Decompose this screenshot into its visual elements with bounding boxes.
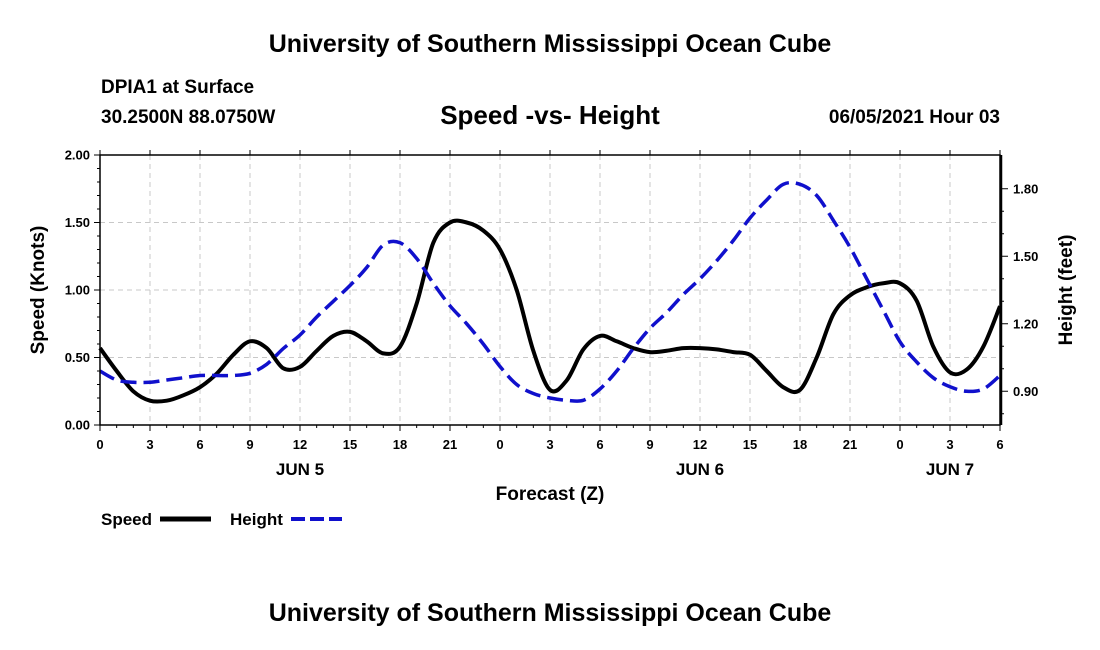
y-axis-right-label: Height (feet)	[1056, 235, 1077, 346]
x-tick-label: 15	[343, 437, 357, 452]
day-label: JUN 7	[926, 460, 974, 479]
y-axis-left-label: Speed (Knots)	[28, 226, 49, 355]
x-tick-label: 18	[393, 437, 407, 452]
x-tick-label: 15	[743, 437, 757, 452]
y-right-tick-label: 1.50	[1013, 249, 1038, 264]
x-axis-day-labels: JUN 5 JUN 6 JUN 7	[276, 460, 974, 479]
forecast-datetime: 06/05/2021 Hour 03	[828, 107, 1000, 128]
day-label: JUN 5	[276, 460, 324, 479]
x-tick-label: 0	[896, 437, 903, 452]
series-layer	[98, 180, 1002, 404]
left-axis-ticks: 0.00 0.50 1.00 1.50 2.00	[65, 148, 100, 433]
x-tick-label: 3	[546, 437, 553, 452]
x-tick-label: 18	[793, 437, 807, 452]
y-left-tick-label: 1.00	[65, 283, 90, 298]
chart-footer-title: University of Southern Mississippi Ocean…	[268, 599, 832, 627]
x-tick-label: 0	[496, 437, 503, 452]
x-tick-label: 3	[146, 437, 153, 452]
x-tick-label: 21	[443, 437, 457, 452]
day-label: JUN 6	[676, 460, 724, 479]
x-tick-label: 21	[843, 437, 857, 452]
y-left-tick-label: 1.50	[65, 215, 90, 230]
chart-header-title: University of Southern Mississippi Ocean…	[268, 30, 832, 58]
y-right-tick-label: 0.90	[1013, 384, 1038, 399]
legend-speed-label: Speed	[101, 510, 152, 529]
x-axis-ticks: 0 3 6 9 12 15 18 21 0 3 6 9 12 15 18 21 0 3 6	[96, 150, 1004, 452]
y-right-tick-label: 1.20	[1013, 316, 1038, 331]
y-right-tick-label: 1.80	[1013, 181, 1038, 196]
station-label: DPIA1 at Surface	[101, 77, 255, 98]
x-tick-label: 6	[196, 437, 203, 452]
station-coordinates: 30.2500N 88.0750W	[101, 107, 276, 128]
x-tick-label: 6	[996, 437, 1003, 452]
chart-grid	[100, 155, 1000, 425]
x-tick-label: 9	[646, 437, 653, 452]
x-tick-label: 3	[946, 437, 953, 452]
y-left-tick-label: 2.00	[65, 148, 90, 163]
series-line-height	[99, 180, 1002, 403]
x-tick-label: 9	[246, 437, 253, 452]
x-axis-label: Forecast (Z)	[496, 484, 605, 505]
chart-legend: Speed Height	[101, 510, 342, 529]
x-tick-label: 6	[596, 437, 603, 452]
y-left-tick-label: 0.00	[65, 418, 90, 433]
right-axis-ticks: 0.90 1.20 1.50 1.80	[1000, 181, 1038, 415]
y-left-tick-label: 0.50	[65, 350, 90, 365]
x-tick-label: 0	[96, 437, 103, 452]
x-tick-label: 12	[293, 437, 307, 452]
series-line-speed	[98, 218, 1002, 404]
legend-height-label: Height	[230, 510, 283, 529]
chart-subtitle: Speed -vs- Height	[440, 100, 660, 130]
x-tick-label: 12	[693, 437, 707, 452]
